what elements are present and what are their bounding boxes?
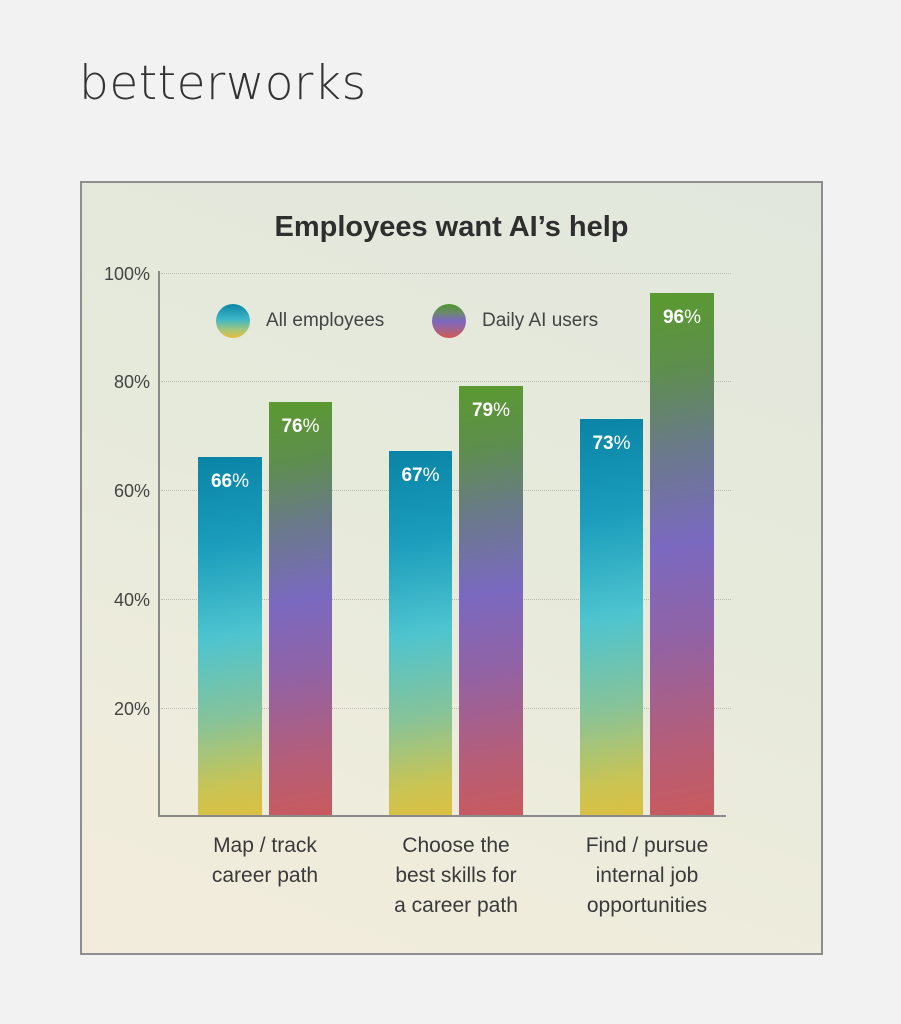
x-label-choose-skills: Choose the best skills for a career path — [394, 834, 518, 917]
bar-value-label: 96% — [662, 307, 702, 328]
bar-value-label: 67% — [401, 465, 440, 486]
gridline-100 — [161, 273, 731, 274]
daily-ai-users-swatch-icon — [432, 304, 466, 338]
legend-label: Daily AI users — [482, 310, 599, 331]
bar-value-label: 76% — [281, 416, 320, 437]
all-employees-swatch-icon — [216, 304, 250, 338]
x-label-map-track: Map / track career path — [211, 834, 319, 887]
y-tick-40: 40% — [113, 590, 150, 610]
y-tick-20: 20% — [113, 699, 150, 719]
bar-daily-ai-map-track: 76% — [269, 402, 332, 815]
legend-daily-ai-users: Daily AI users — [432, 304, 598, 338]
y-tick-80: 80% — [113, 372, 150, 392]
bar-daily-ai-find-opportunities: 96% — [650, 293, 714, 815]
bar-value-label: 73% — [592, 433, 631, 454]
legend-all-employees: All employees — [216, 304, 384, 338]
bar-daily-ai-choose-skills: 79% — [459, 386, 523, 815]
bar-all-employees-find-opportunities: 73% — [580, 419, 643, 815]
y-axis — [158, 271, 160, 816]
bar-all-employees-map-track: 66% — [198, 457, 262, 815]
chart-card: Employees want AI’s help 100% 80% 60% 40… — [80, 181, 823, 955]
chart-title: Employees want AI’s help — [274, 211, 629, 243]
bar-value-label: 66% — [210, 471, 250, 492]
legend-label: All employees — [266, 310, 385, 331]
x-label-find-opportunities: Find / pursue internal job opportunities — [585, 834, 709, 917]
gridline-80 — [161, 381, 731, 382]
betterworks-logo: betterworks — [79, 56, 367, 111]
y-tick-100: 100% — [103, 264, 150, 284]
bar-all-employees-choose-skills: 67% — [389, 451, 452, 815]
y-tick-60: 60% — [113, 481, 150, 501]
bar-value-label: 79% — [471, 400, 511, 421]
x-axis — [158, 815, 726, 817]
